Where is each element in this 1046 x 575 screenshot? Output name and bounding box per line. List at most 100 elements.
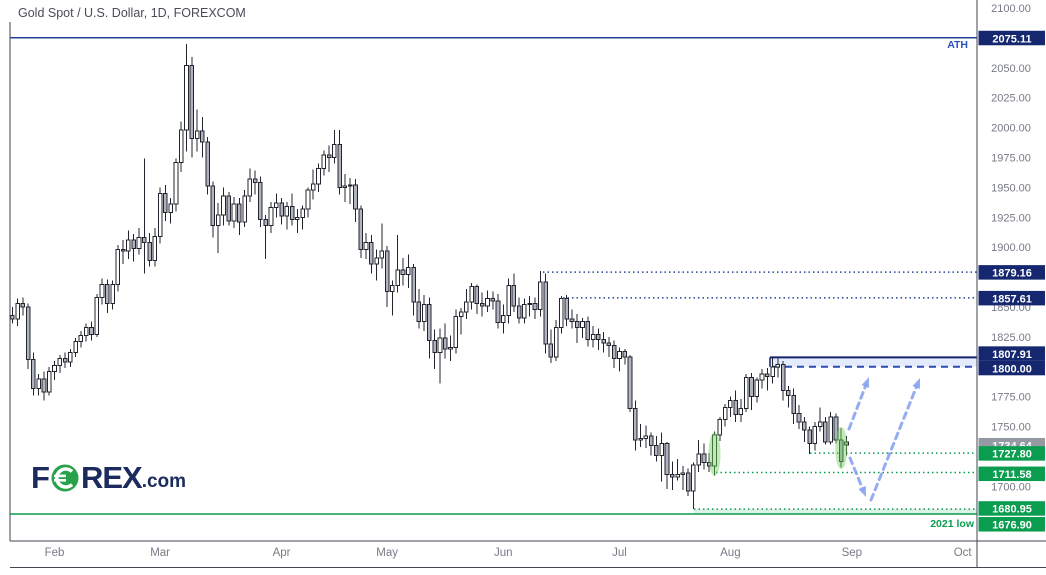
candle-body xyxy=(601,338,606,344)
candle-body xyxy=(36,378,41,389)
projection-arrow-2 xyxy=(848,456,866,497)
candle-body xyxy=(342,185,348,188)
candle-body xyxy=(516,305,522,319)
candle-body xyxy=(786,390,791,397)
candle-body xyxy=(126,239,131,252)
candle-body xyxy=(511,284,517,307)
candle-body xyxy=(41,378,47,393)
candle-body xyxy=(706,461,712,467)
x-axis-label-Sep: Sep xyxy=(842,547,862,559)
candle-body xyxy=(200,130,205,143)
candle-body xyxy=(268,207,274,227)
candle-body xyxy=(94,296,100,336)
x-axis-label-Feb: Feb xyxy=(45,547,65,559)
candle-body xyxy=(326,154,332,159)
plot-area[interactable]: ATH 2021 low xyxy=(5,37,977,530)
candle-body xyxy=(369,241,374,265)
low-2021-label: 2021 low xyxy=(930,518,975,530)
candle-body xyxy=(495,300,501,324)
candle-body xyxy=(564,298,569,320)
candle-body xyxy=(20,302,26,308)
candle-body xyxy=(358,208,364,251)
candle-body xyxy=(448,347,453,350)
candle-body xyxy=(31,359,36,389)
y-axis-tick: 1925.00 xyxy=(991,212,1031,224)
price-axis[interactable]: 2100.00 2050.00 2025.00 2000.00 1975.00 1950.… xyxy=(978,3,1046,532)
projection-arrow-3 xyxy=(869,378,920,502)
symbol-title: Gold Spot / U.S. Dollar, 1D, FOREXCOM xyxy=(18,6,246,20)
candle-body xyxy=(105,283,110,304)
candle-body xyxy=(823,421,828,443)
price-badge-1676.90: 1676.90 xyxy=(978,517,1045,532)
candle-body xyxy=(321,154,327,169)
candle-body xyxy=(163,192,168,214)
candle-body xyxy=(833,416,839,441)
candle-body xyxy=(379,250,385,259)
y-axis-tick: 1900.00 xyxy=(991,242,1031,254)
candle-body xyxy=(83,326,89,337)
candle-body xyxy=(136,237,142,249)
candle-body xyxy=(46,371,52,393)
candle-body xyxy=(215,214,221,227)
candle-body xyxy=(722,406,728,420)
candle-body xyxy=(289,206,295,221)
candle-body xyxy=(680,472,686,475)
candle-body xyxy=(99,283,105,298)
candle-body xyxy=(553,326,559,358)
candle-body xyxy=(52,365,57,373)
candle-body xyxy=(115,249,121,285)
candle-body xyxy=(405,267,411,276)
candle-body xyxy=(474,286,480,304)
candle-body xyxy=(237,203,242,223)
candle-body xyxy=(590,334,596,340)
candle-body xyxy=(231,203,237,222)
candle-highlight-1 xyxy=(708,432,721,477)
candle-body xyxy=(506,284,511,316)
candle-body xyxy=(332,143,337,158)
y-axis-tick: 1775.00 xyxy=(991,392,1031,404)
candle-body xyxy=(273,202,279,209)
candle-body xyxy=(347,184,353,187)
candle-body xyxy=(437,337,443,353)
candle-body xyxy=(258,182,263,221)
candle-body xyxy=(10,314,15,320)
time-axis[interactable]: Feb Mar Apr May Jun Jul Aug Sep Oct xyxy=(45,547,973,559)
candle-body xyxy=(606,342,612,346)
candle-body xyxy=(622,350,628,358)
price-badge-1680.95: 1680.95 xyxy=(978,501,1045,516)
candle-body xyxy=(25,306,31,361)
candle-body xyxy=(543,281,548,345)
candle-body xyxy=(210,185,216,227)
candle-body xyxy=(791,395,797,414)
price-badge-1807.91: 1807.91 xyxy=(978,346,1045,361)
svg-text:2075.11: 2075.11 xyxy=(992,33,1031,45)
candle-body xyxy=(205,141,210,187)
candle-body xyxy=(580,320,585,328)
candle-body xyxy=(617,350,622,359)
candle-body xyxy=(569,318,575,322)
y-axis-tick: 1700.00 xyxy=(991,481,1031,493)
candle-body xyxy=(548,343,554,358)
candle-body xyxy=(770,366,775,377)
candle-body xyxy=(305,189,311,210)
candle-body xyxy=(664,442,670,475)
price-badge-1879.16: 1879.16 xyxy=(978,265,1045,280)
candle-body xyxy=(353,184,358,210)
candle-body xyxy=(780,363,786,392)
y-axis-tick: 2000.00 xyxy=(991,123,1031,135)
candle-body xyxy=(585,320,591,340)
svg-text:1857.61: 1857.61 xyxy=(992,293,1032,305)
candle-body xyxy=(421,304,427,322)
x-axis-label-Jun: Jun xyxy=(494,547,513,559)
candle-body xyxy=(675,473,680,478)
price-badge-1800.00: 1800.00 xyxy=(978,360,1045,376)
candle-body xyxy=(110,283,115,304)
candle-body xyxy=(754,379,760,398)
y-axis-tick: 1950.00 xyxy=(991,182,1031,194)
y-axis-tick: 2100.00 xyxy=(991,3,1031,15)
candle-body xyxy=(384,250,390,292)
candle-body xyxy=(78,335,84,343)
